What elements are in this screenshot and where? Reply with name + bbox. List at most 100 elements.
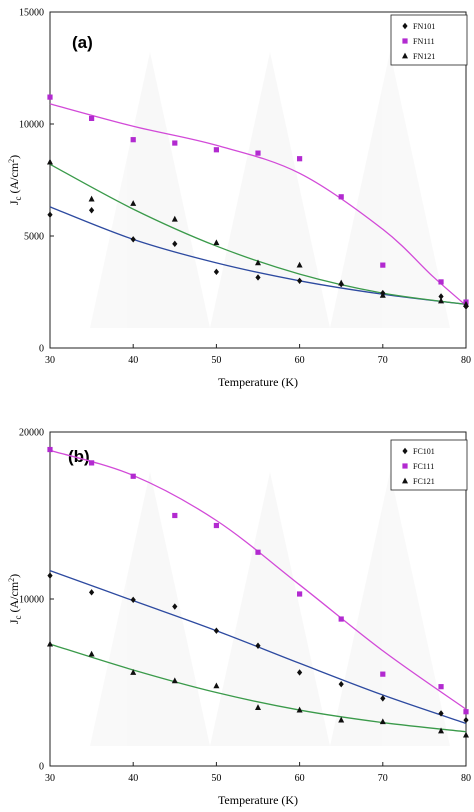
watermark-shape	[330, 52, 450, 328]
data-point-fn111	[297, 156, 303, 162]
data-point-fc101	[47, 572, 53, 579]
legend-marker-fc101	[402, 447, 408, 455]
y-axis-label-sup: 2	[7, 159, 16, 163]
y-tick-label: 10000	[19, 120, 44, 131]
x-tick-label: 30	[45, 773, 55, 784]
data-point-fn121	[438, 297, 445, 304]
watermark-shape	[90, 472, 210, 746]
data-point-fn111	[255, 150, 261, 156]
data-point-fn101	[438, 293, 444, 300]
x-tick-label: 50	[211, 355, 221, 366]
x-tick-label: 80	[461, 355, 471, 366]
legend-label-fc121: FC121	[413, 477, 435, 486]
data-point-fc111	[89, 460, 95, 466]
x-tick-label: 50	[211, 773, 221, 784]
x-tick-label: 60	[295, 773, 305, 784]
legend-marker-fc121	[402, 477, 408, 484]
data-point-fc121	[463, 731, 469, 738]
data-point-fc121	[213, 682, 220, 689]
data-point-fc121	[255, 704, 261, 710]
legend-label-fn121: FN121	[413, 52, 435, 61]
watermark-shape	[330, 472, 450, 746]
data-point-fc121	[338, 716, 345, 723]
fit-curve-fc121	[49, 643, 467, 733]
data-point-fc121	[47, 640, 53, 647]
x-tick-label: 70	[378, 773, 388, 784]
data-point-fc121	[171, 677, 178, 684]
background-watermark	[90, 52, 450, 328]
panel-a-chart: 30 40 50 60 70 80 0 5000 10000 15000 Temperature (…	[7, 8, 471, 390]
legend-label-fn101: FN101	[413, 22, 435, 31]
legend-marker-fn111	[402, 38, 408, 44]
y-axis-label-sup: 2	[7, 578, 16, 582]
x-tick-label: 70	[378, 355, 388, 366]
data-point-fc111	[213, 522, 219, 529]
y-tick-label: 0	[39, 344, 44, 355]
data-point-fc101	[130, 596, 136, 604]
x-tick-label: 60	[295, 355, 305, 366]
data-point-fn111	[338, 194, 344, 200]
data-point-fc111	[255, 549, 261, 555]
data-point-fn121	[296, 261, 303, 268]
data-point-fn111	[130, 137, 136, 143]
watermark-shape	[90, 52, 210, 328]
data-point-fc101	[438, 710, 444, 717]
data-point-fc111	[380, 671, 386, 677]
y-axis-label: Jc (A/cm2)	[7, 155, 23, 205]
panel-b-chart: 30 40 50 60 70 80 0 10000 20000 Temperature (K) Jc…	[7, 428, 471, 808]
fit-curve-fn101	[49, 206, 467, 305]
data-point-fc111	[463, 709, 469, 715]
data-point-fn111	[213, 147, 219, 153]
x-axis-label: Temperature (K)	[218, 375, 298, 389]
data-point-fn121	[255, 259, 261, 266]
legend-marker-fc111	[402, 463, 408, 469]
watermark-shape	[210, 472, 330, 746]
legend-label-fc101: FC101	[413, 447, 435, 456]
data-point-fc101	[380, 695, 386, 702]
plot-frame	[49, 11, 467, 349]
data-point-fn121	[379, 291, 386, 298]
data-point-fn101	[297, 277, 303, 284]
data-point-fn121	[130, 200, 137, 206]
data-point-fn101	[255, 274, 261, 281]
x-axis-label: Temperature (K)	[218, 793, 298, 807]
y-axis-label-sub: c	[13, 196, 23, 200]
data-point-fn111	[380, 262, 386, 268]
data-point-fc101	[213, 627, 219, 634]
y-axis-label: Jc (A/cm2)	[7, 574, 23, 624]
watermark-shape	[210, 52, 330, 328]
data-point-fn111	[172, 140, 178, 146]
data-point-fn121	[338, 279, 345, 286]
data-point-fn101	[89, 207, 95, 214]
legend-marker-fn101	[402, 22, 408, 30]
y-tick-label: 5000	[24, 232, 44, 243]
data-point-fc111	[130, 473, 136, 479]
y-tick-label: 20000	[19, 428, 44, 439]
y-tick-label: 15000	[19, 8, 44, 19]
data-point-fc121	[88, 650, 95, 657]
x-tick-label: 40	[128, 773, 138, 784]
data-point-fc111	[338, 616, 344, 622]
data-point-fn111	[47, 94, 53, 100]
data-point-fc101	[89, 589, 95, 596]
y-axis-label-end: )	[7, 574, 21, 578]
data-point-fn101	[47, 211, 53, 218]
y-axis-label-unit: (A/cm	[7, 581, 21, 615]
y-axis-label-main: J	[7, 619, 21, 624]
data-point-fn121	[463, 300, 469, 307]
data-point-fc101	[255, 642, 261, 649]
data-point-fn121	[171, 215, 178, 222]
panel-label: (a)	[72, 33, 93, 52]
data-point-fn101	[172, 240, 178, 248]
data-point-fn111	[438, 279, 444, 285]
data-point-fn111	[89, 115, 95, 121]
fit-curve-fn111	[49, 103, 467, 306]
data-point-fn101	[213, 268, 219, 276]
legend-label-fc111: FC111	[413, 462, 434, 471]
x-tick-label: 80	[461, 773, 471, 784]
data-point-fn121	[47, 158, 53, 165]
data-point-fc111	[47, 446, 53, 453]
data-point-fc121	[438, 727, 445, 734]
data-point-fc101	[172, 603, 178, 610]
